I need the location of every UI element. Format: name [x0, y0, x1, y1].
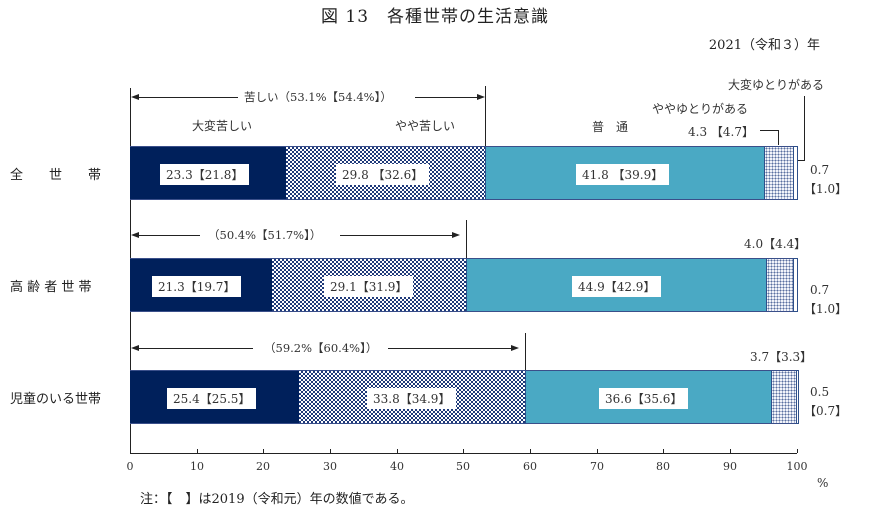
hard-boundary-line — [485, 86, 486, 146]
x-tick-label: 0 — [126, 460, 134, 473]
bar-all-households: 23.3【21.8】 29.8 【32.6】 41.8 【39.9】 — [130, 146, 798, 200]
legend-label-somewhat-comfortable: ややゆとりがある — [652, 102, 749, 116]
legend-label-very-hard: 大変苦しい — [192, 119, 253, 133]
x-tick-label: 10 — [190, 460, 204, 473]
value-very-comfortable-2019: 【1.0】 — [804, 302, 848, 316]
category-label: 児童のいる世帯 — [10, 392, 102, 407]
x-axis-line — [130, 453, 797, 454]
x-tick — [530, 449, 531, 453]
value-label: 21.3【19.7】 — [152, 276, 242, 297]
value-somewhat-comfortable: 4.3 【4.7】 — [688, 125, 754, 139]
bracket-line — [138, 348, 253, 349]
x-tick-label: 20 — [256, 460, 270, 473]
hard-boundary-line — [466, 220, 467, 258]
legend-label-normal: 普 通 — [592, 120, 629, 134]
x-tick — [397, 449, 398, 453]
arrow-left-icon — [131, 232, 139, 238]
segment-somewhat-comfortable — [766, 258, 793, 312]
value-very-comfortable-2019: 【0.7】 — [804, 404, 848, 418]
leader-line — [760, 130, 778, 131]
x-axis-unit: % — [817, 476, 829, 490]
x-tick — [730, 449, 731, 453]
segment-somewhat-comfortable — [764, 146, 793, 200]
chart-subtitle: 2021（令和３）年 — [708, 38, 820, 53]
value-very-comfortable-2019: 【1.0】 — [804, 182, 848, 196]
segment-very-hard: 25.4【25.5】 — [130, 370, 299, 424]
value-label: 44.9【42.9】 — [572, 276, 662, 297]
bracket-line — [340, 235, 452, 236]
segment-normal: 44.9【42.9】 — [466, 258, 766, 312]
x-tick-label: 100 — [786, 460, 808, 473]
leader-line — [778, 130, 779, 145]
x-tick-label: 60 — [523, 460, 537, 473]
segment-somewhat-comfortable — [771, 370, 796, 424]
bar-elderly-households: 21.3【19.7】 29.1【31.9】 44.9【42.9】 — [130, 258, 798, 312]
arrow-right-icon — [511, 345, 519, 351]
value-label: 33.8【34.9】 — [367, 388, 457, 409]
bar-households-with-children: 25.4【25.5】 33.8【34.9】 36.6【35.6】 — [130, 370, 799, 424]
bracket-line — [138, 235, 200, 236]
arrow-left-icon — [131, 345, 139, 351]
footnote: 注：【 】は2019（令和元）年の数値である。 — [140, 492, 414, 507]
bracket-line — [415, 97, 477, 98]
x-tick — [463, 449, 464, 453]
segment-somewhat-hard: 33.8【34.9】 — [299, 370, 525, 424]
segment-normal: 41.8 【39.9】 — [485, 146, 764, 200]
x-tick-label: 80 — [656, 460, 670, 473]
value-label: 29.8 【32.6】 — [336, 164, 430, 185]
chart-title: 図 13 各種世帯の生活意識 — [320, 7, 550, 27]
value-very-comfortable: 0.5 — [810, 385, 830, 399]
bracket-line — [388, 348, 511, 349]
arrow-right-icon — [452, 232, 460, 238]
x-tick — [797, 449, 798, 453]
value-somewhat-comfortable: 3.7【3.3】 — [750, 350, 813, 364]
x-tick-label: 50 — [456, 460, 470, 473]
segment-somewhat-hard: 29.1【31.9】 — [272, 258, 466, 312]
category-label: 全 世 帯 — [10, 168, 102, 183]
x-tick-label: 90 — [723, 460, 737, 473]
x-tick — [330, 449, 331, 453]
legend-label-somewhat-hard: やや苦しい — [395, 119, 456, 133]
value-label: 36.6【35.6】 — [599, 388, 689, 409]
segment-somewhat-hard: 29.8 【32.6】 — [286, 146, 485, 200]
leader-line — [798, 160, 805, 161]
segment-very-comfortable — [796, 370, 799, 424]
segment-very-hard: 21.3【19.7】 — [130, 258, 272, 312]
leader-line — [804, 96, 805, 160]
value-very-comfortable: 0.7 — [810, 163, 830, 177]
hard-total-label: （50.4%【51.7%】） — [208, 228, 322, 242]
bracket-line — [138, 97, 238, 98]
value-label: 23.3【21.8】 — [160, 164, 250, 185]
value-somewhat-comfortable: 4.0【4.4】 — [744, 237, 807, 251]
x-tick — [263, 449, 264, 453]
value-label: 29.1【31.9】 — [324, 276, 414, 297]
segment-very-comfortable — [793, 258, 798, 312]
category-label: 高 齢 者 世 帯 — [10, 280, 92, 295]
x-tick-label: 30 — [323, 460, 337, 473]
segment-very-comfortable — [793, 146, 798, 200]
x-tick-label: 70 — [590, 460, 604, 473]
value-label: 41.8 【39.9】 — [576, 164, 670, 185]
hard-total-label: 苦しい（53.1%【54.4%】） — [244, 90, 392, 104]
arrow-right-icon — [477, 94, 485, 100]
x-tick-label: 40 — [390, 460, 404, 473]
x-tick — [130, 449, 131, 453]
x-tick — [197, 449, 198, 453]
hard-boundary-line — [525, 333, 526, 371]
segment-normal: 36.6【35.6】 — [525, 370, 771, 424]
x-tick — [597, 449, 598, 453]
value-label: 25.4【25.5】 — [167, 388, 257, 409]
legend-label-very-comfortable: 大変ゆとりがある — [728, 78, 825, 92]
hard-total-label: （59.2%【60.4%】） — [264, 341, 378, 355]
value-very-comfortable: 0.7 — [810, 283, 830, 297]
arrow-left-icon — [131, 94, 139, 100]
segment-very-hard: 23.3【21.8】 — [130, 146, 286, 200]
x-tick — [663, 449, 664, 453]
